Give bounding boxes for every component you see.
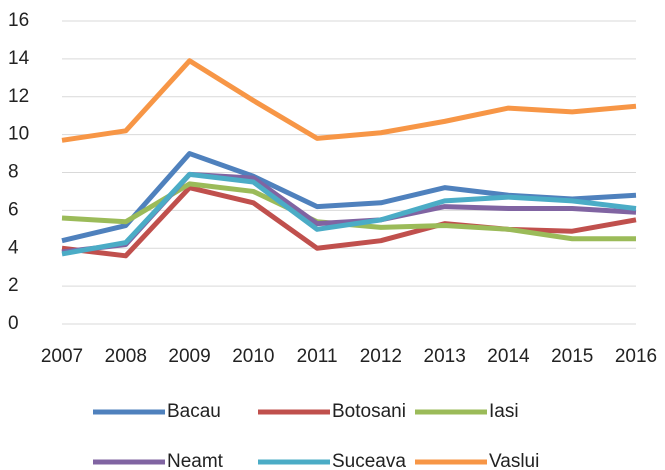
legend-label: Iasi — [489, 401, 519, 422]
y-tick-label: 16 — [8, 10, 29, 31]
y-tick-label: 14 — [8, 48, 30, 69]
legend-label: Neamt — [167, 451, 224, 470]
y-tick-label: 2 — [8, 275, 19, 296]
x-tick-label: 2007 — [41, 346, 83, 367]
x-tick-label: 2016 — [615, 346, 657, 367]
y-tick-label: 0 — [8, 313, 19, 334]
y-tick-label: 10 — [8, 124, 29, 145]
x-tick-label: 2012 — [360, 346, 402, 367]
legend-label: Botosani — [332, 401, 406, 422]
y-tick-label: 8 — [8, 162, 19, 183]
x-tick-label: 2014 — [487, 346, 530, 367]
series-line — [61, 171, 637, 255]
y-tick-label: 12 — [8, 86, 29, 107]
x-tick-label: 2015 — [551, 346, 593, 367]
x-tick-label: 2008 — [105, 346, 147, 367]
x-tick-label: 2011 — [297, 346, 338, 367]
y-tick-label: 4 — [8, 237, 19, 258]
y-tick-label: 6 — [8, 199, 19, 220]
legend-label: Bacau — [167, 401, 221, 422]
x-tick-label: 2009 — [168, 346, 210, 367]
x-tick-label: 2010 — [232, 346, 274, 367]
series-line — [61, 185, 637, 259]
legend-label: Suceava — [332, 451, 406, 470]
series-line — [61, 58, 637, 143]
x-tick-label: 2013 — [424, 346, 466, 367]
series-line — [61, 171, 637, 257]
legend-label: Vaslui — [489, 451, 539, 470]
